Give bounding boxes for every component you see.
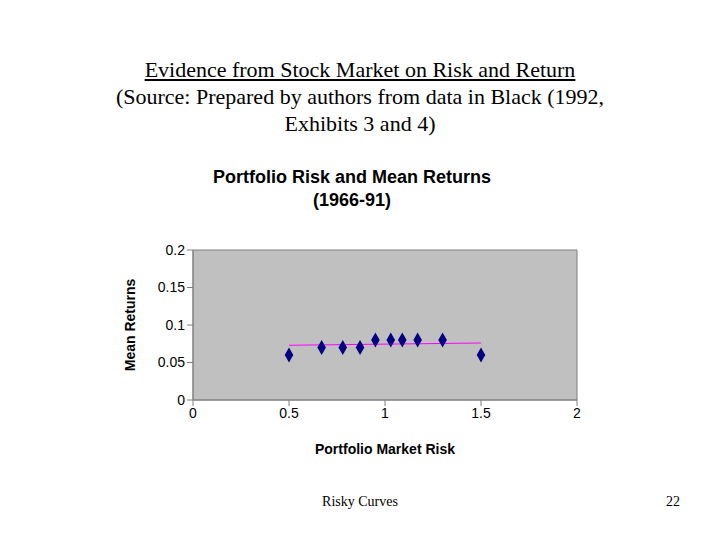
svg-text:1: 1 (381, 405, 389, 421)
svg-text:Mean Returns: Mean Returns (122, 279, 138, 372)
html-text:Risky Curves: Risky Curves (322, 494, 398, 509)
html-text:(Source: Prepared by authors f: (Source: Prepared by authors from data i… (115, 84, 605, 109)
svg-text:0.05: 0.05 (158, 354, 185, 370)
svg-text:0.2: 0.2 (166, 242, 186, 258)
svg-text:0.1: 0.1 (166, 317, 186, 333)
svg-text:1.5: 1.5 (471, 405, 491, 421)
html-text:Portfolio Risk and Mean Return: Portfolio Risk and Mean Returns (213, 167, 491, 187)
html-text:Exhibits 3 and 4): Exhibits 3 and 4) (284, 111, 436, 136)
svg-text:0.15: 0.15 (158, 279, 185, 295)
svg-text:0.5: 0.5 (279, 405, 299, 421)
svg-text:Portfolio Market Risk: Portfolio Market Risk (315, 441, 455, 457)
html-text:22: 22 (666, 494, 680, 509)
svg-text:0: 0 (177, 392, 185, 408)
svg-text:2: 2 (573, 405, 581, 421)
html-text:Evidence from Stock Market on: Evidence from Stock Market on Risk and R… (144, 57, 576, 82)
html-text:(1966-91): (1966-91) (313, 190, 391, 210)
svg-text:0: 0 (189, 405, 197, 421)
